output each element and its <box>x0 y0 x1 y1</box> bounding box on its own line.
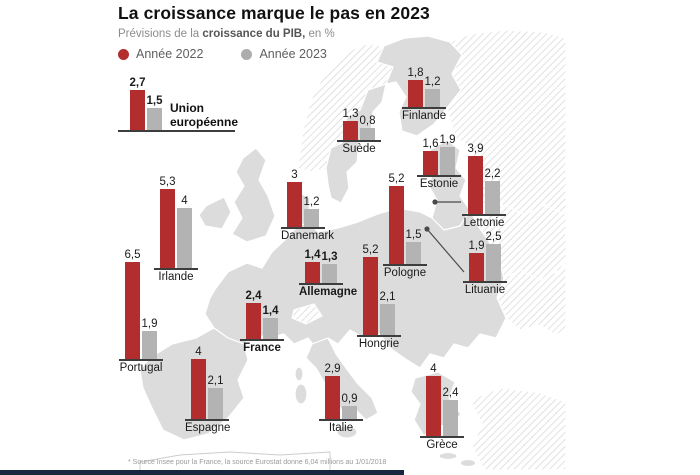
legend-dot-icon <box>118 48 129 60</box>
legend-label: Année 2023 <box>259 47 327 61</box>
map-region-uk <box>231 147 276 243</box>
map-dot-lettonie <box>432 199 438 205</box>
map-region-sicily <box>336 425 358 439</box>
legend-item-2023: Année 2023 <box>241 47 327 61</box>
subtitle: Prévisions de la croissance du PIB, en % <box>118 28 430 40</box>
legend-item-2022: Année 2022 <box>118 47 203 61</box>
subtitle-prefix: Prévisions de la <box>118 28 203 40</box>
legend-label: Année 2022 <box>136 47 204 61</box>
map-region-crete <box>438 451 458 461</box>
map-region-corsica <box>294 366 304 382</box>
leader-line-lituanie <box>426 228 465 273</box>
bottom-accent-bar <box>0 470 404 475</box>
map-region-cyprus <box>461 460 475 466</box>
legend: Année 2022 Année 2023 <box>118 47 430 61</box>
map-dot-lituanie <box>424 226 430 232</box>
map-region-africa-coast <box>139 451 331 475</box>
map-region-continent <box>204 207 507 369</box>
map-region-ireland <box>198 196 232 230</box>
map-region-turkey <box>469 387 567 471</box>
map-region-switzerland <box>291 303 323 325</box>
map-region-sardinia <box>294 383 308 405</box>
map-region-italy <box>305 337 379 421</box>
source-note: * Source Insee pour la France, la source… <box>128 459 387 466</box>
subtitle-bold: croissance du PIB, <box>202 28 306 40</box>
header: La croissance marque le pas en 2023 Prév… <box>118 3 430 61</box>
subtitle-suffix: en % <box>305 28 335 40</box>
legend-dot-icon <box>241 48 253 60</box>
page-title: La croissance marque le pas en 2023 <box>118 3 430 23</box>
